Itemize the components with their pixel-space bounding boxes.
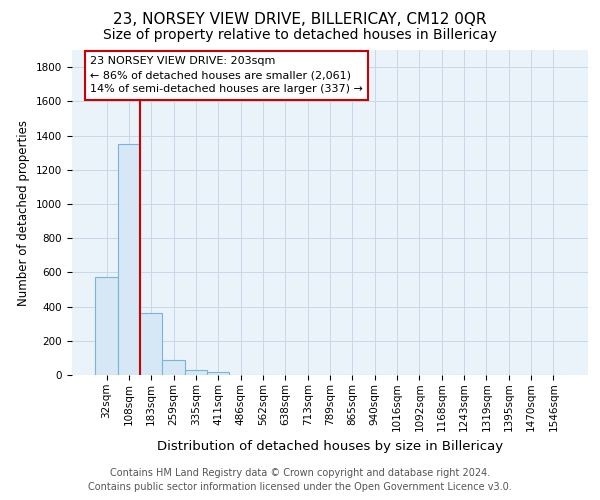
Bar <box>95 276 118 375</box>
Text: 23, NORSEY VIEW DRIVE, BILLERICAY, CM12 0QR: 23, NORSEY VIEW DRIVE, BILLERICAY, CM12 … <box>113 12 487 28</box>
X-axis label: Distribution of detached houses by size in Billericay: Distribution of detached houses by size … <box>157 440 503 452</box>
Bar <box>118 144 140 375</box>
Text: 23 NORSEY VIEW DRIVE: 203sqm
← 86% of detached houses are smaller (2,061)
14% of: 23 NORSEY VIEW DRIVE: 203sqm ← 86% of de… <box>90 56 363 94</box>
Y-axis label: Number of detached properties: Number of detached properties <box>17 120 31 306</box>
Bar <box>163 360 185 375</box>
Bar <box>207 372 229 375</box>
Bar <box>185 370 207 375</box>
Bar <box>140 314 163 375</box>
Text: Size of property relative to detached houses in Billericay: Size of property relative to detached ho… <box>103 28 497 42</box>
Text: Contains HM Land Registry data © Crown copyright and database right 2024.
Contai: Contains HM Land Registry data © Crown c… <box>88 468 512 492</box>
